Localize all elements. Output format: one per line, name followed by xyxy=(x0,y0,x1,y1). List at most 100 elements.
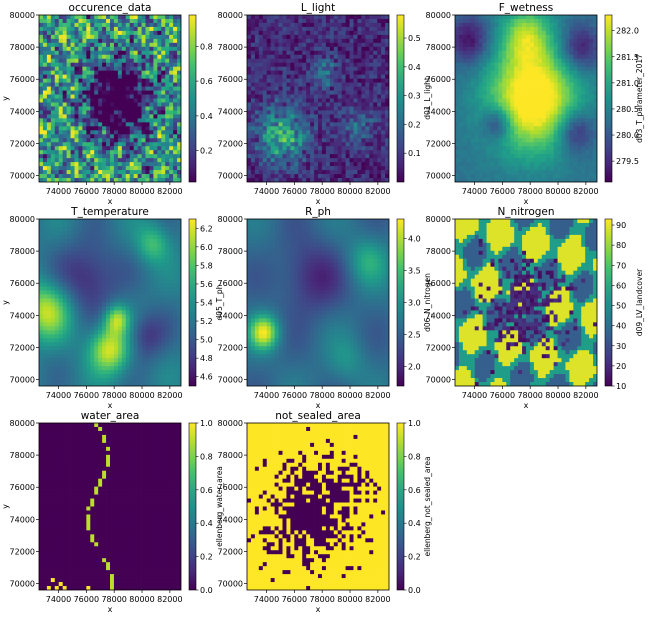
colorbar-tick-label: 0.0 xyxy=(408,586,421,595)
y-tick-label: 74000 xyxy=(10,311,35,320)
y-tick-label: 76000 xyxy=(10,483,35,492)
y-tick-label: 70000 xyxy=(218,580,243,589)
y-axis-label: y xyxy=(1,300,10,305)
colorbar-tick-label: 1.0 xyxy=(408,419,421,428)
colorbar-tick-label: 0.2 xyxy=(200,553,213,562)
x-tick-label: 78000 xyxy=(309,187,334,196)
panel-title: R_ph xyxy=(305,206,331,218)
panel-title: water_area xyxy=(81,410,140,422)
colorbar-tick-label: 0.3 xyxy=(408,92,421,101)
panel-title: L_light xyxy=(301,2,335,14)
x-tick-label: 78000 xyxy=(309,391,334,400)
y-tick-label: 74000 xyxy=(218,311,243,320)
x-tick-label: 74000 xyxy=(254,391,279,400)
colorbar xyxy=(396,422,405,591)
colorbar-label: d01_L_light xyxy=(423,77,432,120)
colorbar-tick-label: 0.1 xyxy=(408,149,421,158)
y-tick-label: 76000 xyxy=(426,75,451,84)
colorbar-tick-label: 5.8 xyxy=(200,261,213,270)
colorbar-tick-label: 282.0 xyxy=(616,27,639,36)
colorbar-tick-label: 50 xyxy=(616,302,626,311)
panel-title: not_sealed_area xyxy=(275,410,361,422)
x-axis-label: x xyxy=(524,401,529,410)
colorbar-tick-label: 0.8 xyxy=(408,452,421,461)
x-tick-label: 82000 xyxy=(157,391,182,400)
x-tick-label: 74000 xyxy=(254,595,279,604)
y-tick-label: 76000 xyxy=(10,279,35,288)
y-tick-label: 70000 xyxy=(10,172,35,181)
colorbar-tick-label: 5.6 xyxy=(200,280,213,289)
colorbar-tick-label: 0.8 xyxy=(200,42,213,51)
colorbar-label: d06_N_nitrogen xyxy=(423,273,432,332)
colorbar-tick-label: 0.4 xyxy=(200,112,213,121)
colorbar xyxy=(188,422,197,591)
y-tick-label: 80000 xyxy=(10,11,35,20)
y-tick-label: 76000 xyxy=(10,75,35,84)
x-tick-label: 76000 xyxy=(282,595,307,604)
y-tick-label: 70000 xyxy=(218,376,243,385)
x-tick-label: 80000 xyxy=(129,391,154,400)
plot-frame xyxy=(38,422,182,591)
colorbar-tick-label: 5.0 xyxy=(200,336,213,345)
x-tick-label: 76000 xyxy=(74,595,99,604)
y-tick-label: 70000 xyxy=(10,580,35,589)
y-tick-label: 72000 xyxy=(10,343,35,352)
x-axis-label: x xyxy=(108,605,113,614)
panel-title: T_temperature xyxy=(70,206,149,218)
colorbar-label: ellenberg_water_area xyxy=(215,466,224,547)
colorbar-tick-label: 3.5 xyxy=(408,266,421,275)
y-tick-label: 74000 xyxy=(10,515,35,524)
colorbar-tick-label: 0.4 xyxy=(200,519,213,528)
colorbar-tick-label: 280.5 xyxy=(616,105,639,114)
colorbar-tick-label: 40 xyxy=(616,322,626,331)
x-axis-label: x xyxy=(316,605,321,614)
x-tick-label: 74000 xyxy=(462,391,487,400)
colorbar-tick-label: 4.8 xyxy=(200,354,213,363)
x-tick-label: 76000 xyxy=(74,391,99,400)
y-tick-label: 76000 xyxy=(218,483,243,492)
colorbar-tick-label: 6.0 xyxy=(200,243,213,252)
colorbar-tick-label: 1.0 xyxy=(200,419,213,428)
colorbar-label: d09_LV_landcover xyxy=(635,268,644,336)
colorbar xyxy=(188,218,197,387)
colorbar-tick-label: 2.0 xyxy=(408,363,421,372)
x-tick-label: 76000 xyxy=(490,187,515,196)
y-tick-label: 78000 xyxy=(10,247,35,256)
colorbar-tick-label: 0.5 xyxy=(408,34,421,43)
x-tick-label: 76000 xyxy=(282,187,307,196)
colorbar-tick-label: 60 xyxy=(616,281,626,290)
colorbar xyxy=(396,218,405,387)
y-tick-label: 80000 xyxy=(426,11,451,20)
colorbar-tick-label: 0.2 xyxy=(408,553,421,562)
y-tick-label: 74000 xyxy=(10,107,35,116)
x-tick-label: 82000 xyxy=(157,595,182,604)
x-tick-label: 74000 xyxy=(46,391,71,400)
x-tick-label: 82000 xyxy=(573,391,598,400)
x-tick-label: 80000 xyxy=(337,595,362,604)
x-tick-label: 76000 xyxy=(282,391,307,400)
y-tick-label: 78000 xyxy=(218,43,243,52)
colorbar-tick-label: 0.6 xyxy=(200,77,213,86)
y-tick-label: 70000 xyxy=(426,376,451,385)
colorbar xyxy=(604,14,613,183)
x-tick-label: 76000 xyxy=(74,187,99,196)
x-axis-label: x xyxy=(108,197,113,206)
plot-frame xyxy=(38,14,182,183)
x-tick-label: 76000 xyxy=(490,391,515,400)
heatmap-image xyxy=(455,219,597,386)
x-tick-label: 80000 xyxy=(129,595,154,604)
y-tick-label: 78000 xyxy=(218,451,243,460)
colorbar-tick-label: 4.6 xyxy=(200,373,213,382)
colorbar-tick-label: 5.4 xyxy=(200,299,213,308)
colorbar-tick-label: 90 xyxy=(616,221,626,230)
plot-frame xyxy=(246,218,390,387)
x-tick-label: 80000 xyxy=(545,391,570,400)
heatmap-image xyxy=(247,219,389,386)
y-tick-label: 78000 xyxy=(426,247,451,256)
x-tick-label: 82000 xyxy=(157,187,182,196)
x-tick-label: 80000 xyxy=(337,187,362,196)
y-tick-label: 72000 xyxy=(10,547,35,556)
